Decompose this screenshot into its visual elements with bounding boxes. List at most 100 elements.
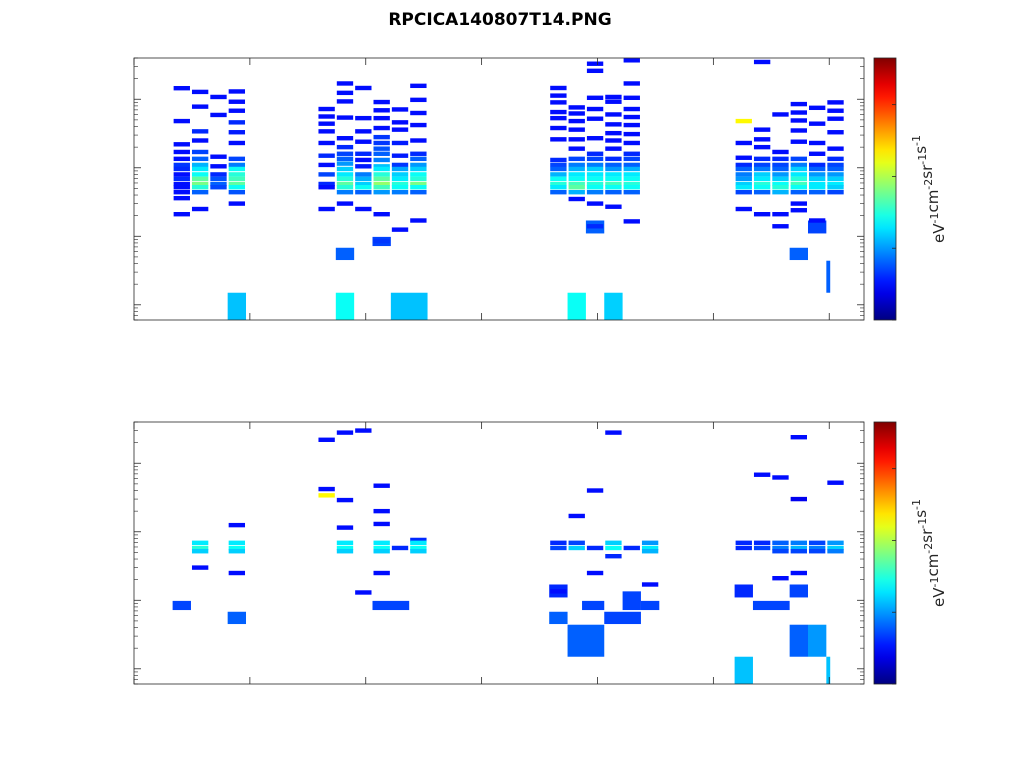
heatmap-cell (568, 181, 585, 187)
heatmap-cell (550, 125, 567, 131)
heatmap-cell (586, 570, 604, 576)
heatmap-cell (623, 185, 640, 190)
heatmap-cell (753, 545, 771, 551)
heatmap-cell (173, 172, 190, 177)
heatmap-cell (790, 166, 807, 172)
unit-base: s (912, 510, 930, 518)
heatmap-cell (336, 185, 354, 190)
heatmap-cell (355, 164, 372, 169)
heatmap-cell (373, 185, 390, 190)
heatmap-cell (391, 176, 409, 182)
heatmap-cell (391, 153, 409, 158)
heatmap-cell (790, 549, 807, 554)
heatmap-cell (336, 161, 354, 166)
heatmap-cell (550, 185, 567, 190)
heatmap-cell (228, 172, 246, 177)
heatmap-cell (808, 545, 826, 551)
heatmap-cell (373, 99, 390, 105)
heatmap-cell (336, 166, 354, 172)
heatmap-cell (623, 95, 640, 100)
heatmap-cell (336, 181, 354, 187)
heatmap-cell (568, 166, 585, 172)
heatmap-cell (173, 156, 190, 162)
heatmap-cell (228, 549, 246, 554)
heatmap-cell (550, 545, 567, 551)
heatmap-cell (391, 227, 409, 232)
heatmap-cell (772, 549, 789, 554)
unit-exponent: -1 (928, 577, 941, 588)
heatmap-cell (318, 140, 335, 146)
heatmap-cell (772, 540, 789, 546)
heatmap-cell (753, 144, 771, 150)
heatmap-cell (173, 142, 190, 147)
heatmap-cell (173, 195, 190, 201)
heatmap-cell (318, 493, 335, 498)
heatmap-cell (605, 430, 622, 435)
heatmap-cell (605, 189, 622, 195)
heatmap-cell (550, 157, 567, 163)
heatmap-cells (173, 58, 844, 320)
heatmap-cell (373, 508, 390, 514)
figure-title: RPCICA140807T14.PNG (388, 10, 611, 30)
heatmap-block (807, 624, 827, 657)
heatmap-cell (410, 549, 427, 554)
heatmap-cell (228, 166, 246, 172)
heatmap-cell (753, 189, 771, 195)
heatmap-cell (735, 181, 752, 187)
heatmap-cell (623, 58, 640, 63)
heatmap-cell (336, 144, 354, 150)
heatmap-block (372, 600, 410, 611)
heatmap-cell (173, 176, 190, 182)
heatmap-cell (586, 162, 604, 168)
heatmap-cell (173, 166, 190, 172)
heatmap-cell (336, 115, 354, 120)
heatmap-cell (586, 488, 604, 493)
heatmap-cell (623, 219, 640, 224)
heatmap-cell (623, 156, 640, 162)
heatmap-cell (735, 176, 752, 182)
heatmap-cell (753, 540, 771, 546)
heatmap-cell (605, 176, 622, 182)
heatmap-cell (641, 540, 659, 546)
heatmap-cell (586, 172, 604, 177)
heatmap-cell (586, 95, 604, 100)
heatmap-cell (605, 99, 622, 104)
heatmap-cell (191, 89, 209, 95)
heatmap-cell (355, 176, 372, 182)
heatmap-block (789, 624, 808, 657)
heatmap-block (734, 656, 753, 684)
heatmap-cell (410, 545, 427, 551)
heatmap-cell (753, 127, 771, 132)
heatmap-cell (641, 545, 659, 551)
heatmap-cell (191, 185, 209, 190)
heatmap-block (567, 292, 586, 320)
heatmap-cell (410, 110, 427, 116)
heatmap-cell (753, 181, 771, 187)
heatmap-cell (191, 181, 209, 187)
heatmap-cell (808, 176, 826, 182)
plot-area (134, 422, 864, 684)
heatmap-cell (336, 540, 354, 546)
heatmap-cell (191, 129, 209, 134)
heatmap-cell (373, 166, 390, 172)
heatmap-cell (827, 185, 844, 190)
heatmap-cell (550, 93, 567, 98)
heatmap-cell (790, 176, 807, 182)
heatmap-cell (391, 162, 409, 168)
heatmap-cell (568, 146, 585, 151)
heatmap-cell (336, 201, 354, 206)
heatmap-cell (827, 100, 844, 105)
heatmap-cell (355, 157, 372, 163)
heatmap-cell (586, 176, 604, 182)
heatmap-cell (228, 89, 246, 94)
heatmap-cell (827, 166, 844, 172)
heatmap-cell (772, 112, 789, 117)
heatmap-cell (410, 83, 427, 89)
heatmap-cell (735, 140, 752, 146)
heatmap-cell (173, 85, 190, 91)
heatmap-cell (550, 115, 567, 121)
heatmap-cell (568, 105, 585, 110)
heatmap-cell (586, 185, 604, 190)
heatmap-cell (318, 106, 335, 112)
heatmap-cell (373, 125, 390, 131)
